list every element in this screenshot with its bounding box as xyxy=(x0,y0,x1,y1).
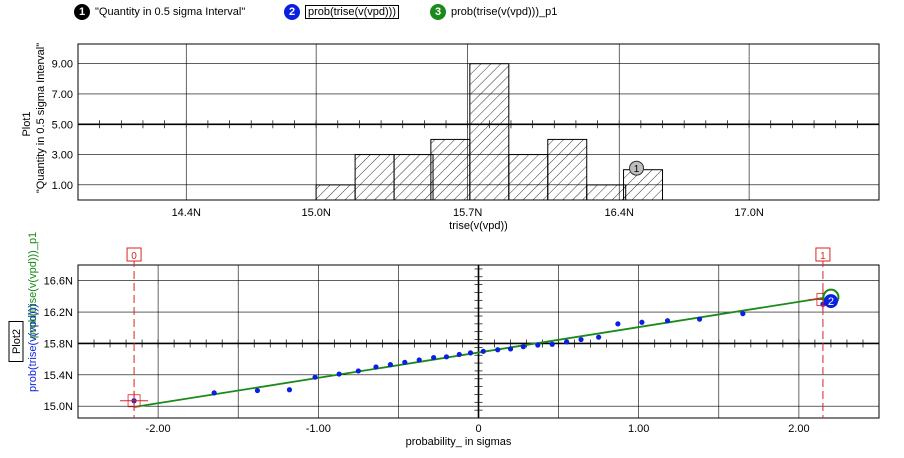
plot1-y-tick-label: 1.00 xyxy=(52,180,73,192)
plot2-y-tick-label: 16.6N xyxy=(44,276,73,288)
plot2-data-point[interactable] xyxy=(211,390,217,396)
plot2-data-point[interactable] xyxy=(578,336,584,343)
histogram-bar[interactable] xyxy=(586,184,627,201)
histogram-bar[interactable] xyxy=(508,154,549,201)
plot2-cursor-flag[interactable] xyxy=(126,247,142,262)
plot1-histogram: 1 14.4N 15.0N 15.7N 16.4N 17.0N 1.00 3.00 5.00 7.… xyxy=(21,43,880,232)
plot2-data-point[interactable] xyxy=(615,321,621,327)
plot2-x-tick-label: -2.00 xyxy=(146,423,171,435)
plot2-y-axis-label-left: prob(trise(v(vpd))) xyxy=(27,304,39,392)
plot2-cursor-flag-label: 1 xyxy=(820,251,826,262)
plot2-data-point[interactable] xyxy=(254,387,261,394)
histogram-bar[interactable] xyxy=(547,138,588,201)
plot2-data-point[interactable] xyxy=(312,374,318,380)
histogram-bar[interactable] xyxy=(430,138,471,201)
legend-item-prob-p1[interactable]: 3 prob(trise(v(vpd)))_p1 xyxy=(430,3,557,21)
legend-label-quantity: "Quantity in 0.5 sigma Interval" xyxy=(95,6,246,18)
plot2-data-point[interactable] xyxy=(387,362,393,368)
plot2-data-point[interactable] xyxy=(564,339,570,345)
plot1-name-label: Plot1 xyxy=(21,111,33,136)
plot1-x-tick-label: 16.4N xyxy=(605,207,634,219)
plot2-end-marker-label: 2 xyxy=(828,296,834,308)
histogram-bar[interactable] xyxy=(393,154,434,201)
plot1-y-tick-label: 7.00 xyxy=(52,89,73,101)
plot2-x-axis-label: probability_ in sigmas xyxy=(406,436,512,448)
legend-item-prob[interactable]: 2 prob(trise(v(vpd))) xyxy=(284,3,400,21)
plot2-data-point[interactable] xyxy=(596,334,602,340)
plot2-data-point[interactable] xyxy=(639,319,645,325)
plot2-data-point[interactable] xyxy=(740,311,746,317)
plot1-marker-1-label: 1 xyxy=(634,164,640,175)
plot2-data-point[interactable] xyxy=(416,357,422,363)
plot2-y-tick-label: 16.2N xyxy=(44,307,73,319)
plot2-data-point[interactable] xyxy=(520,344,526,350)
plot2-data-point[interactable] xyxy=(336,371,342,377)
plot2-data-point[interactable] xyxy=(696,316,703,322)
plot1-y-tick-label: 3.00 xyxy=(52,150,73,162)
plot2-x-tick-label: 1.00 xyxy=(628,423,649,435)
plot2-data-point[interactable] xyxy=(467,350,474,356)
legend-marker-3: 3 xyxy=(430,4,446,20)
legend: 1 "Quantity in 0.5 sigma Interval" 2 pro… xyxy=(0,0,904,24)
plot2-data-point[interactable] xyxy=(549,341,555,347)
plot2-data-point[interactable] xyxy=(443,354,450,360)
plot2-end-marker-blue[interactable] xyxy=(823,294,838,309)
plot2-data-point[interactable] xyxy=(431,354,437,361)
plot1-x-tick-label: 14.4N xyxy=(172,207,201,219)
histogram-bar[interactable] xyxy=(315,184,356,201)
legend-marker-1: 1 xyxy=(74,4,90,20)
plot1-x-tick-label: 15.7N xyxy=(453,207,482,219)
plot2-name-box[interactable] xyxy=(8,321,24,362)
legend-marker-2: 2 xyxy=(284,4,300,20)
plot2-fit-line[interactable] xyxy=(133,297,824,408)
plot2-x-tick-label: 0 xyxy=(475,423,481,435)
plot1-x-tick-label: 15.0N xyxy=(301,207,330,219)
plot2-data-point[interactable] xyxy=(373,364,379,370)
plot2-y-tick-label: 15.4N xyxy=(44,370,73,382)
plot2-data-point[interactable] xyxy=(480,348,486,354)
legend-label-prob-p1: prob(trise(v(vpd)))_p1 xyxy=(451,6,558,18)
plot1-x-tick-label: 17.0N xyxy=(734,207,763,219)
plot2-data-point[interactable] xyxy=(507,346,514,352)
plot2-data-point[interactable] xyxy=(535,342,541,348)
plot2-cursor-flag[interactable] xyxy=(815,247,831,262)
plot2-cursor-box xyxy=(127,394,141,408)
plot2-name-label: Plot2 xyxy=(11,329,23,354)
plot2-data-point[interactable] xyxy=(402,359,408,365)
histogram-bar[interactable] xyxy=(469,63,510,201)
histogram-bar[interactable] xyxy=(623,169,664,201)
plot2-y-tick-label: 15.0N xyxy=(44,401,73,413)
plot2-data-point[interactable] xyxy=(456,351,462,358)
plot2-data-point[interactable] xyxy=(286,387,293,393)
plot1-y-tick-label: 9.00 xyxy=(52,59,73,71)
plot1-y-tick-label: 5.00 xyxy=(52,119,73,131)
plot2-probability: 0 1 2 -2.00 -1.00 0 1.00 2.00 15.0N 15.4N 15.8N 16.… xyxy=(8,232,880,448)
plot2-y-tick-label: 15.8N xyxy=(44,338,73,350)
plot2-cursor-flag-label: 0 xyxy=(131,251,137,262)
plot2-data-point[interactable] xyxy=(664,318,671,324)
plot2-data-point[interactable] xyxy=(495,347,501,353)
plot2-x-tick-label: 2.00 xyxy=(788,423,809,435)
plot2-data-point[interactable] xyxy=(355,368,361,374)
plot1-x-axis-label: trise(v(vpd)) xyxy=(449,220,508,232)
plot1-marker-1[interactable] xyxy=(629,160,645,176)
plot2-x-tick-label: -1.00 xyxy=(306,423,331,435)
legend-label-prob: prob(trise(v(vpd))) xyxy=(305,5,400,19)
plot2-y-axis-label-right: prob(trise(v(vpd)))_p1 xyxy=(27,232,39,338)
plot1-y-axis-label: "Quantity in 0.5 sigma Interval" xyxy=(35,43,47,193)
legend-item-quantity[interactable]: 1 "Quantity in 0.5 sigma Interval" xyxy=(74,3,245,21)
histogram-bar[interactable] xyxy=(354,154,395,201)
